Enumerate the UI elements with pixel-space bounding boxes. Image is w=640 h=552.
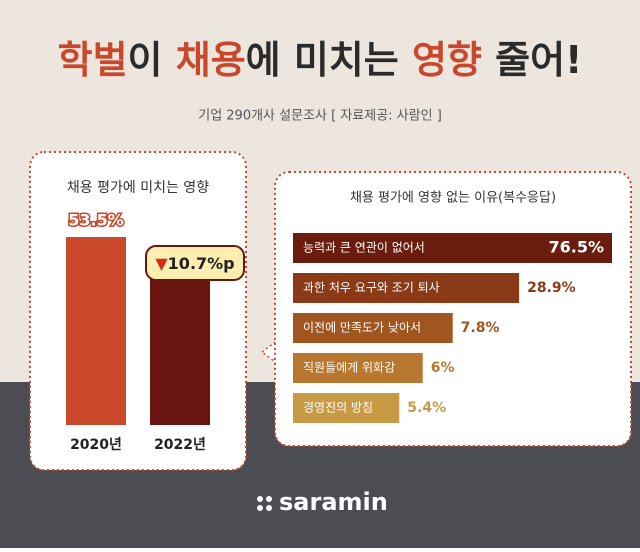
bar <box>293 393 400 423</box>
category-label: 이전에 만족도가 낮아서 <box>303 321 421 335</box>
bar <box>293 353 423 383</box>
value-label: 5.4% <box>407 400 446 416</box>
annotation-box <box>145 245 245 281</box>
category-label: 과한 처우 요구와 조기 퇴사 <box>303 281 440 295</box>
annotation-text: 10.7%p <box>168 254 235 273</box>
x-tick-label: 2022년 <box>154 437 206 453</box>
value-label: 76.5% <box>548 238 604 257</box>
category-label: 능력과 큰 연관이 없어서 <box>303 241 425 255</box>
value-label: 6% <box>431 360 455 376</box>
category-label: 직원들에게 위화감 <box>303 361 395 375</box>
bar <box>293 313 453 343</box>
x-tick-label: 2020년 <box>70 437 122 453</box>
title-part: 이 <box>128 38 176 82</box>
page-title: 학벌이 채용에 미치는 영향 줄어! <box>58 38 583 82</box>
chart-title: 채용 평가에 미치는 영향 <box>67 180 209 196</box>
title-part: 줄어! <box>482 38 582 82</box>
bar <box>293 233 612 263</box>
title-part: 채용 <box>176 38 246 82</box>
left-card <box>29 151 247 471</box>
bar <box>293 273 520 303</box>
value-label: 53.5% <box>68 211 124 230</box>
bar <box>150 274 210 425</box>
title-part: 영향 <box>412 38 482 82</box>
annotation-arrowhead <box>178 304 190 314</box>
subtitle: 기업 290개사 설문조사 [ 자료제공: 사람인 ] <box>198 109 442 124</box>
logo-icon <box>257 496 272 511</box>
logo: saramin <box>279 488 388 516</box>
value-label: 7.8% <box>461 320 500 336</box>
value-label: 28.9% <box>527 280 576 296</box>
bar <box>66 237 126 425</box>
title-part: 에 미치는 <box>246 38 412 82</box>
chart-title: 채용 평가에 영향 없는 이유(복수응답) <box>350 191 556 206</box>
category-label: 경영진의 방침 <box>303 401 373 415</box>
annotation-marker: ▼ <box>155 254 168 273</box>
annotation: ▼10.7%p <box>155 254 234 273</box>
title-part: 학벌 <box>58 38 128 82</box>
